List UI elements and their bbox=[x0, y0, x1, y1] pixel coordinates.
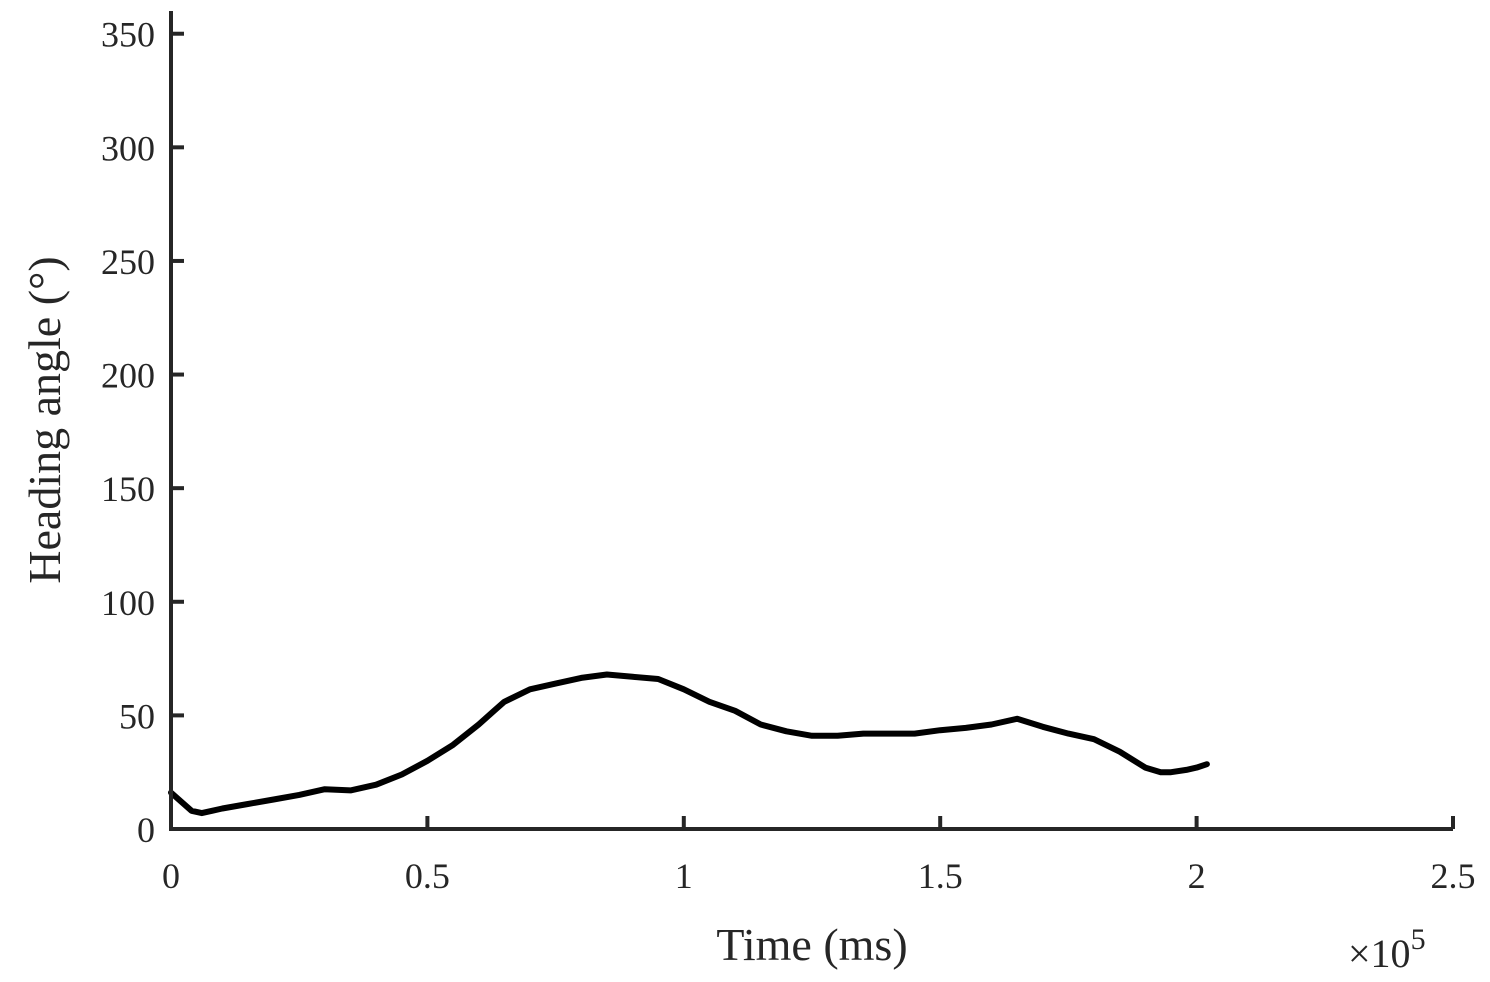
plot-area bbox=[168, 671, 1210, 817]
exponent-base: ×10 bbox=[1348, 931, 1411, 976]
x-tick-label: 2 bbox=[1188, 856, 1206, 896]
y-tick-label: 350 bbox=[101, 15, 155, 55]
x-axis-title: Time (ms) bbox=[716, 919, 907, 970]
x-tick-label: 0.5 bbox=[405, 856, 450, 896]
y-tick-label: 50 bbox=[119, 696, 155, 736]
x-tick-label: 1 bbox=[675, 856, 693, 896]
y-ticks: 0 50 100 150 200 250 300 350 bbox=[101, 15, 184, 850]
axes bbox=[169, 11, 1453, 831]
x-tick-label: 2.5 bbox=[1431, 856, 1476, 896]
x-tick-label: 0 bbox=[162, 856, 180, 896]
x-ticks: 0 0.5 1 1.5 2 2.5 bbox=[162, 816, 1476, 896]
y-tick-label: 250 bbox=[101, 242, 155, 282]
y-tick-label: 150 bbox=[101, 469, 155, 509]
series-line bbox=[168, 671, 1210, 817]
x-axis-exponent-label: ×105 bbox=[1348, 923, 1426, 976]
y-tick-label: 200 bbox=[101, 356, 155, 396]
y-tick-label: 300 bbox=[101, 128, 155, 168]
exponent-power: 5 bbox=[1411, 923, 1426, 956]
y-axis-title: Heading angle (°) bbox=[19, 256, 70, 583]
y-tick-label: 100 bbox=[101, 583, 155, 623]
x-tick-label: 1.5 bbox=[918, 856, 963, 896]
y-tick-label: 0 bbox=[137, 810, 155, 850]
